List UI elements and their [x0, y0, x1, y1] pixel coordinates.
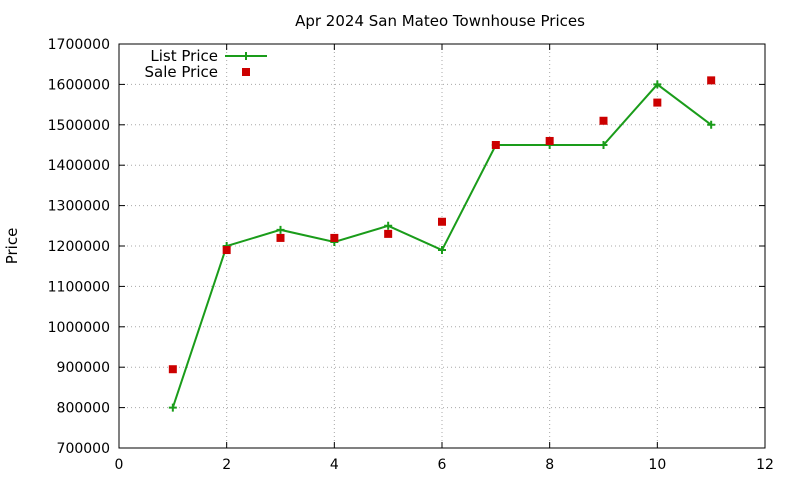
grid [119, 44, 765, 448]
sale-price-point [384, 229, 393, 238]
y-tick-label: 1000000 [48, 320, 110, 336]
x-tick-label: 10 [648, 457, 666, 473]
y-axis-title: Price [3, 228, 21, 265]
x-tick-label: 0 [115, 457, 124, 473]
list-price-point [599, 141, 608, 149]
sale-price-point [438, 217, 446, 226]
sale-price-point [330, 233, 339, 242]
legend-label-list-price: List Price [150, 47, 218, 65]
list-price-point [707, 120, 716, 129]
axis-ticks: 0 2 4 6 8 10 12 700000 800000 900000 1000000 110000… [48, 37, 774, 473]
y-tick-label: 700000 [57, 441, 110, 457]
y-tick-label: 1600000 [48, 77, 110, 93]
sale-price-series [168, 76, 716, 374]
x-tick-label: 6 [438, 457, 447, 473]
y-tick-label: 900000 [57, 360, 110, 376]
sale-price-point [653, 98, 662, 107]
sale-price-point [276, 233, 285, 242]
plot-frame [118, 43, 766, 449]
y-tick-label: 1100000 [48, 279, 110, 295]
y-tick-label: 1500000 [48, 118, 110, 134]
sale-price-point [168, 365, 177, 374]
y-tick-label: 1300000 [48, 199, 110, 215]
sale-price-point [599, 116, 608, 125]
list-price-point [168, 403, 177, 412]
series-layer [168, 76, 716, 412]
y-tick-label: 800000 [57, 401, 110, 417]
list-price-series [168, 80, 716, 412]
y-tick-label: 1700000 [48, 37, 110, 53]
sale-price-point [491, 141, 500, 149]
list-price-point [653, 80, 662, 89]
sale-price-point [222, 246, 231, 255]
sale-price-point [707, 76, 716, 85]
legend-label-sale-price: Sale Price [145, 63, 218, 81]
sale-price-point [545, 136, 554, 145]
list-price-point [438, 246, 446, 255]
x-tick-label: 2 [222, 457, 231, 473]
y-tick-label: 1200000 [48, 239, 110, 255]
y-tick-label: 1400000 [48, 158, 110, 174]
chart-title: Apr 2024 San Mateo Townhouse Prices [295, 12, 585, 30]
legend-marker-sale-price [242, 68, 250, 76]
x-tick-label: 12 [756, 457, 774, 473]
x-tick-label: 8 [545, 457, 554, 473]
list-price-point [276, 225, 285, 234]
x-tick-label: 4 [330, 457, 339, 473]
legend-marker-list-price [242, 52, 250, 60]
list-price-point [384, 221, 393, 230]
